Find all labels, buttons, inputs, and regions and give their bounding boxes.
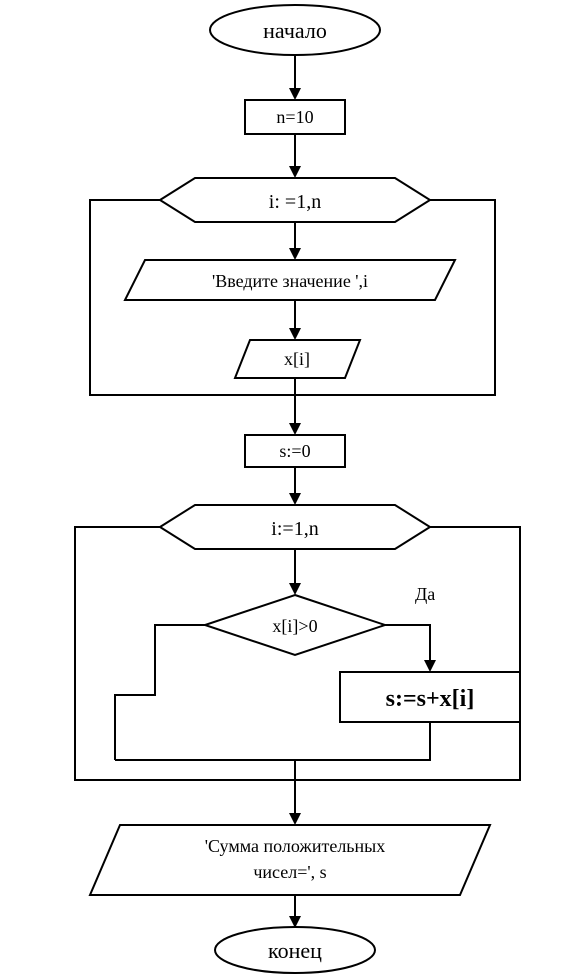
end-label: конец <box>268 938 322 963</box>
s-init-label: s:=0 <box>279 441 310 461</box>
output-line1: 'Сумма положительных <box>205 836 385 856</box>
prompt-label: 'Введите значение ',i <box>212 271 368 291</box>
loop2-label: i:=1,n <box>271 518 318 540</box>
yes-label: Да <box>415 584 435 604</box>
start-label: начало <box>263 18 327 43</box>
loop1-label: i: =1,n <box>269 191 321 213</box>
flowchart-diagram: начало n=10 i: =1,n 'Введите значение ',… <box>0 0 570 978</box>
input-label: x[i] <box>284 349 310 369</box>
n-init-label: n=10 <box>276 107 313 127</box>
process-label: s:=s+x[i] <box>386 686 475 712</box>
output-line2: чисел=', s <box>253 862 326 882</box>
cond-label: x[i]>0 <box>272 616 317 636</box>
